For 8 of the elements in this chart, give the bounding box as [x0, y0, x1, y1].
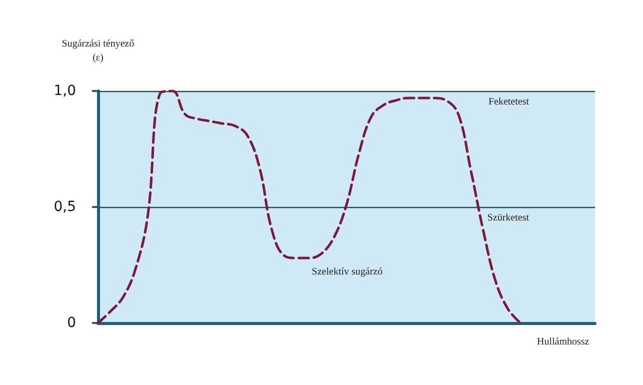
y-tick-label: 1,0 [54, 83, 76, 99]
y-axis-title: Sugárzási tényező (ε) [62, 38, 134, 64]
ref-line-label: Szürketest [487, 212, 530, 224]
y-tick-label: 0 [67, 315, 76, 331]
y-tick-label: 0,5 [54, 199, 76, 215]
x-axis-title: Hullámhossz [537, 336, 590, 348]
ref-line-label: Feketetest [488, 96, 530, 108]
series-label: Szelektív sugárzó [312, 266, 383, 278]
